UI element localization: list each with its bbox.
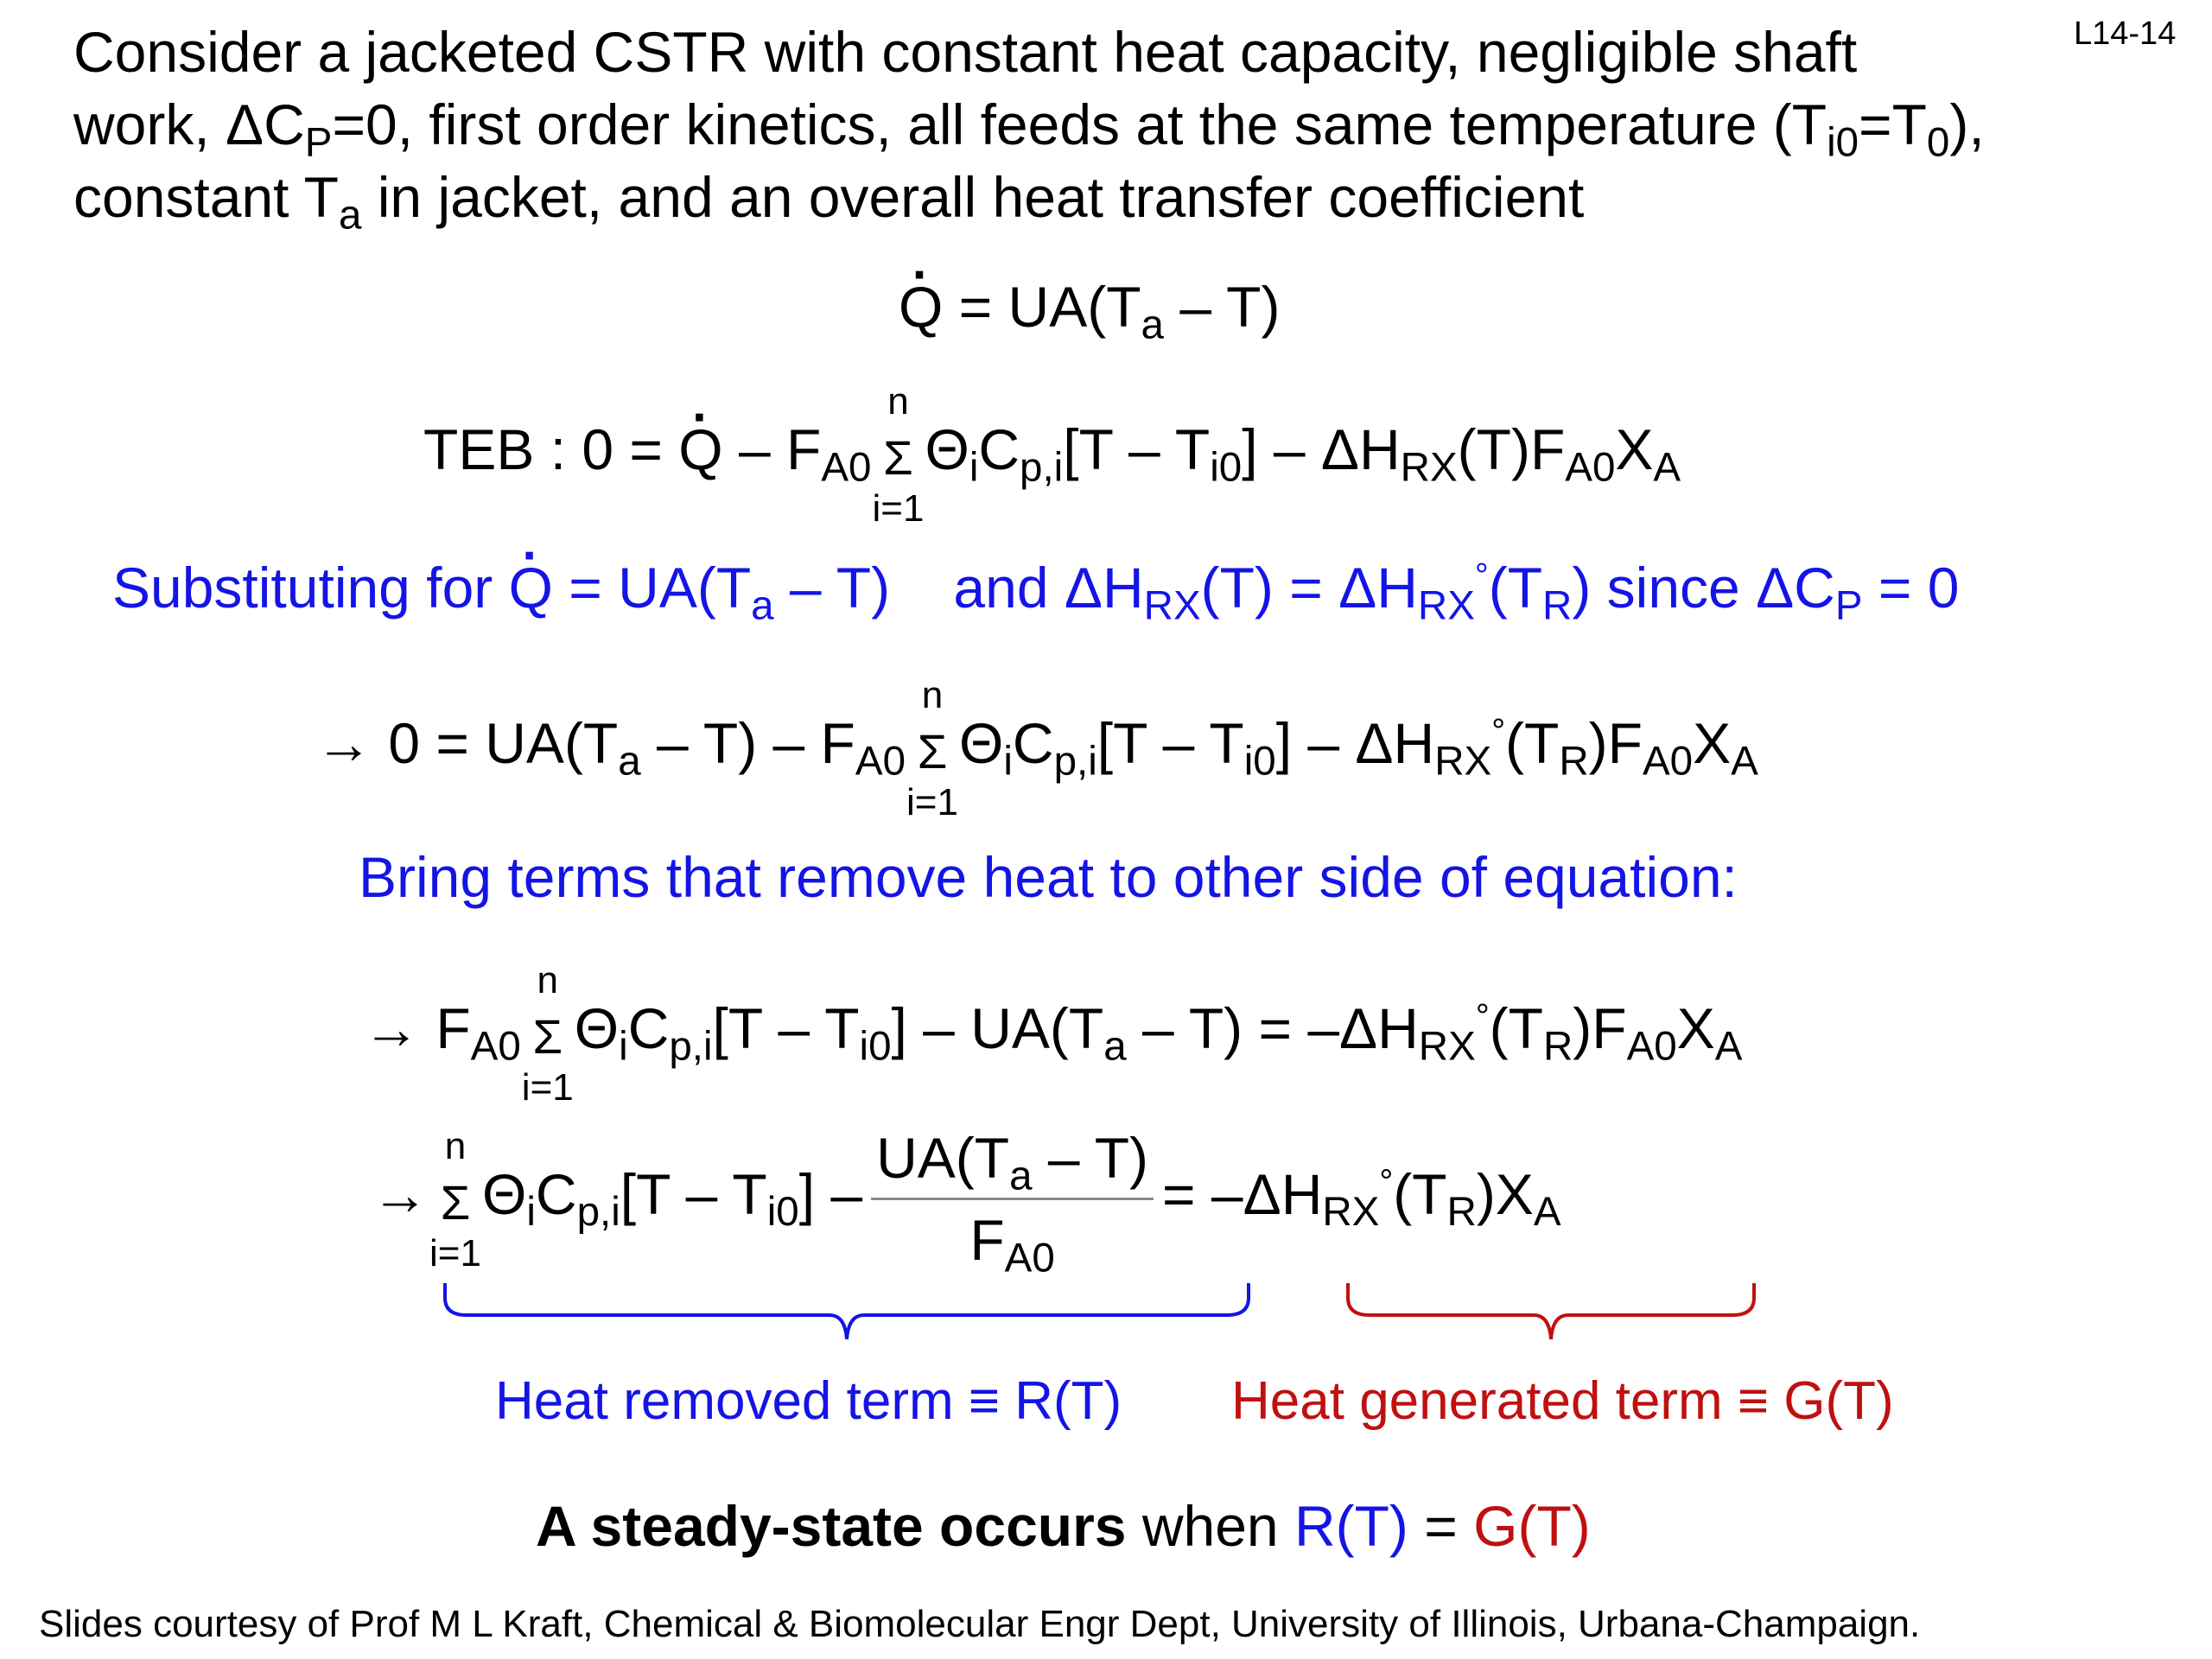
intro-line-3: constant Ta in jacket, and an overall he… [73, 165, 1585, 238]
equation-heat-rate: Q = UA(Ta – T) [899, 272, 1280, 346]
slide-number: L14-14 [2074, 16, 2177, 52]
intro-line-1: Consider a jacketed CSTR with constant h… [73, 20, 1858, 84]
footer-credit: Slides courtesy of Prof M L Kraft, Chemi… [39, 1603, 1921, 1645]
removed-term-brace [443, 1283, 1250, 1340]
steady-state-statement: A steady-state occurs when R(T) = G(T) [536, 1494, 1591, 1558]
fraction: UA(Ta – T) FA0 [871, 1123, 1154, 1279]
bring-terms-text: Bring terms that remove heat to other si… [359, 845, 1738, 909]
intro-paragraph: Consider a jacketed CSTR with constant h… [73, 16, 2130, 238]
heat-generated-label: Heat generated term ≡ G(T) [1231, 1371, 1894, 1431]
heat-removed-label: Heat removed term ≡ R(T) [495, 1371, 1122, 1431]
intro-line-2: work, ΔCP=0, first order kinetics, all f… [73, 92, 1985, 166]
generated-term-brace [1346, 1283, 1756, 1340]
substitution-text: Substituting for Q = UA(Ta – T) and ΔHRX… [112, 553, 1959, 626]
